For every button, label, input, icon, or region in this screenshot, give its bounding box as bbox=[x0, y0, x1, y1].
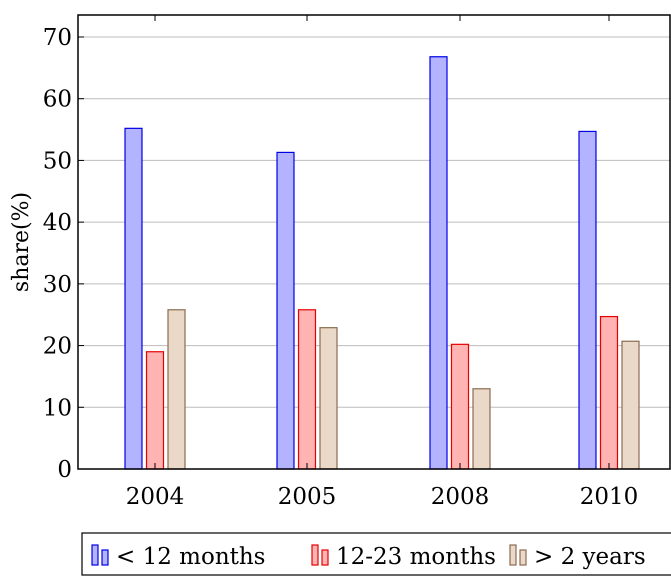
legend-swatch bbox=[101, 549, 109, 566]
y-axis-label: share(%) bbox=[9, 192, 34, 292]
x-tick-label: 2008 bbox=[431, 484, 490, 510]
legend-label: 12-23 months bbox=[336, 544, 496, 570]
y-tick-label: 10 bbox=[43, 395, 72, 421]
y-tick-label: 30 bbox=[43, 272, 72, 298]
bar bbox=[276, 151, 295, 470]
bar bbox=[621, 340, 640, 470]
legend: < 12 months 12-23 months > 2 years bbox=[81, 532, 671, 576]
y-tick-label: 0 bbox=[57, 457, 72, 483]
bar bbox=[145, 351, 165, 470]
legend-swatch bbox=[321, 549, 329, 566]
legend-swatch bbox=[91, 544, 99, 566]
bar bbox=[578, 130, 597, 470]
legend-item: 12-23 months bbox=[311, 544, 496, 570]
y-tick-label: 70 bbox=[43, 25, 72, 51]
x-tick-label: 2004 bbox=[126, 484, 185, 510]
bar bbox=[429, 56, 448, 470]
bars bbox=[124, 56, 640, 470]
x-tick-label: 2005 bbox=[278, 484, 337, 510]
y-tick-label: 20 bbox=[43, 334, 72, 360]
legend-swatch bbox=[311, 544, 319, 566]
bar bbox=[167, 309, 186, 470]
bar bbox=[599, 315, 619, 470]
bar bbox=[124, 127, 143, 470]
legend-frame bbox=[81, 532, 671, 576]
bar bbox=[450, 343, 470, 470]
legend-item: > 2 years bbox=[509, 544, 646, 570]
x-tick-labels: 2004 2005 2008 2010 bbox=[126, 484, 639, 510]
bar bbox=[297, 309, 317, 470]
x-tick-label: 2010 bbox=[580, 484, 639, 510]
bar bbox=[472, 388, 491, 470]
legend-item: < 12 months bbox=[91, 544, 266, 570]
legend-label: < 12 months bbox=[116, 544, 266, 570]
y-tick-label: 60 bbox=[43, 87, 72, 113]
y-tick-label: 40 bbox=[43, 210, 72, 236]
bar bbox=[319, 327, 338, 470]
y-tick-label: 50 bbox=[43, 148, 72, 174]
plot-frame bbox=[77, 14, 671, 470]
legend-swatch bbox=[509, 544, 517, 566]
legend-swatch bbox=[519, 549, 527, 566]
legend-label: > 2 years bbox=[534, 544, 646, 570]
y-tick-labels: 0 10 20 30 40 50 60 70 bbox=[43, 25, 72, 483]
ticks bbox=[78, 15, 610, 470]
